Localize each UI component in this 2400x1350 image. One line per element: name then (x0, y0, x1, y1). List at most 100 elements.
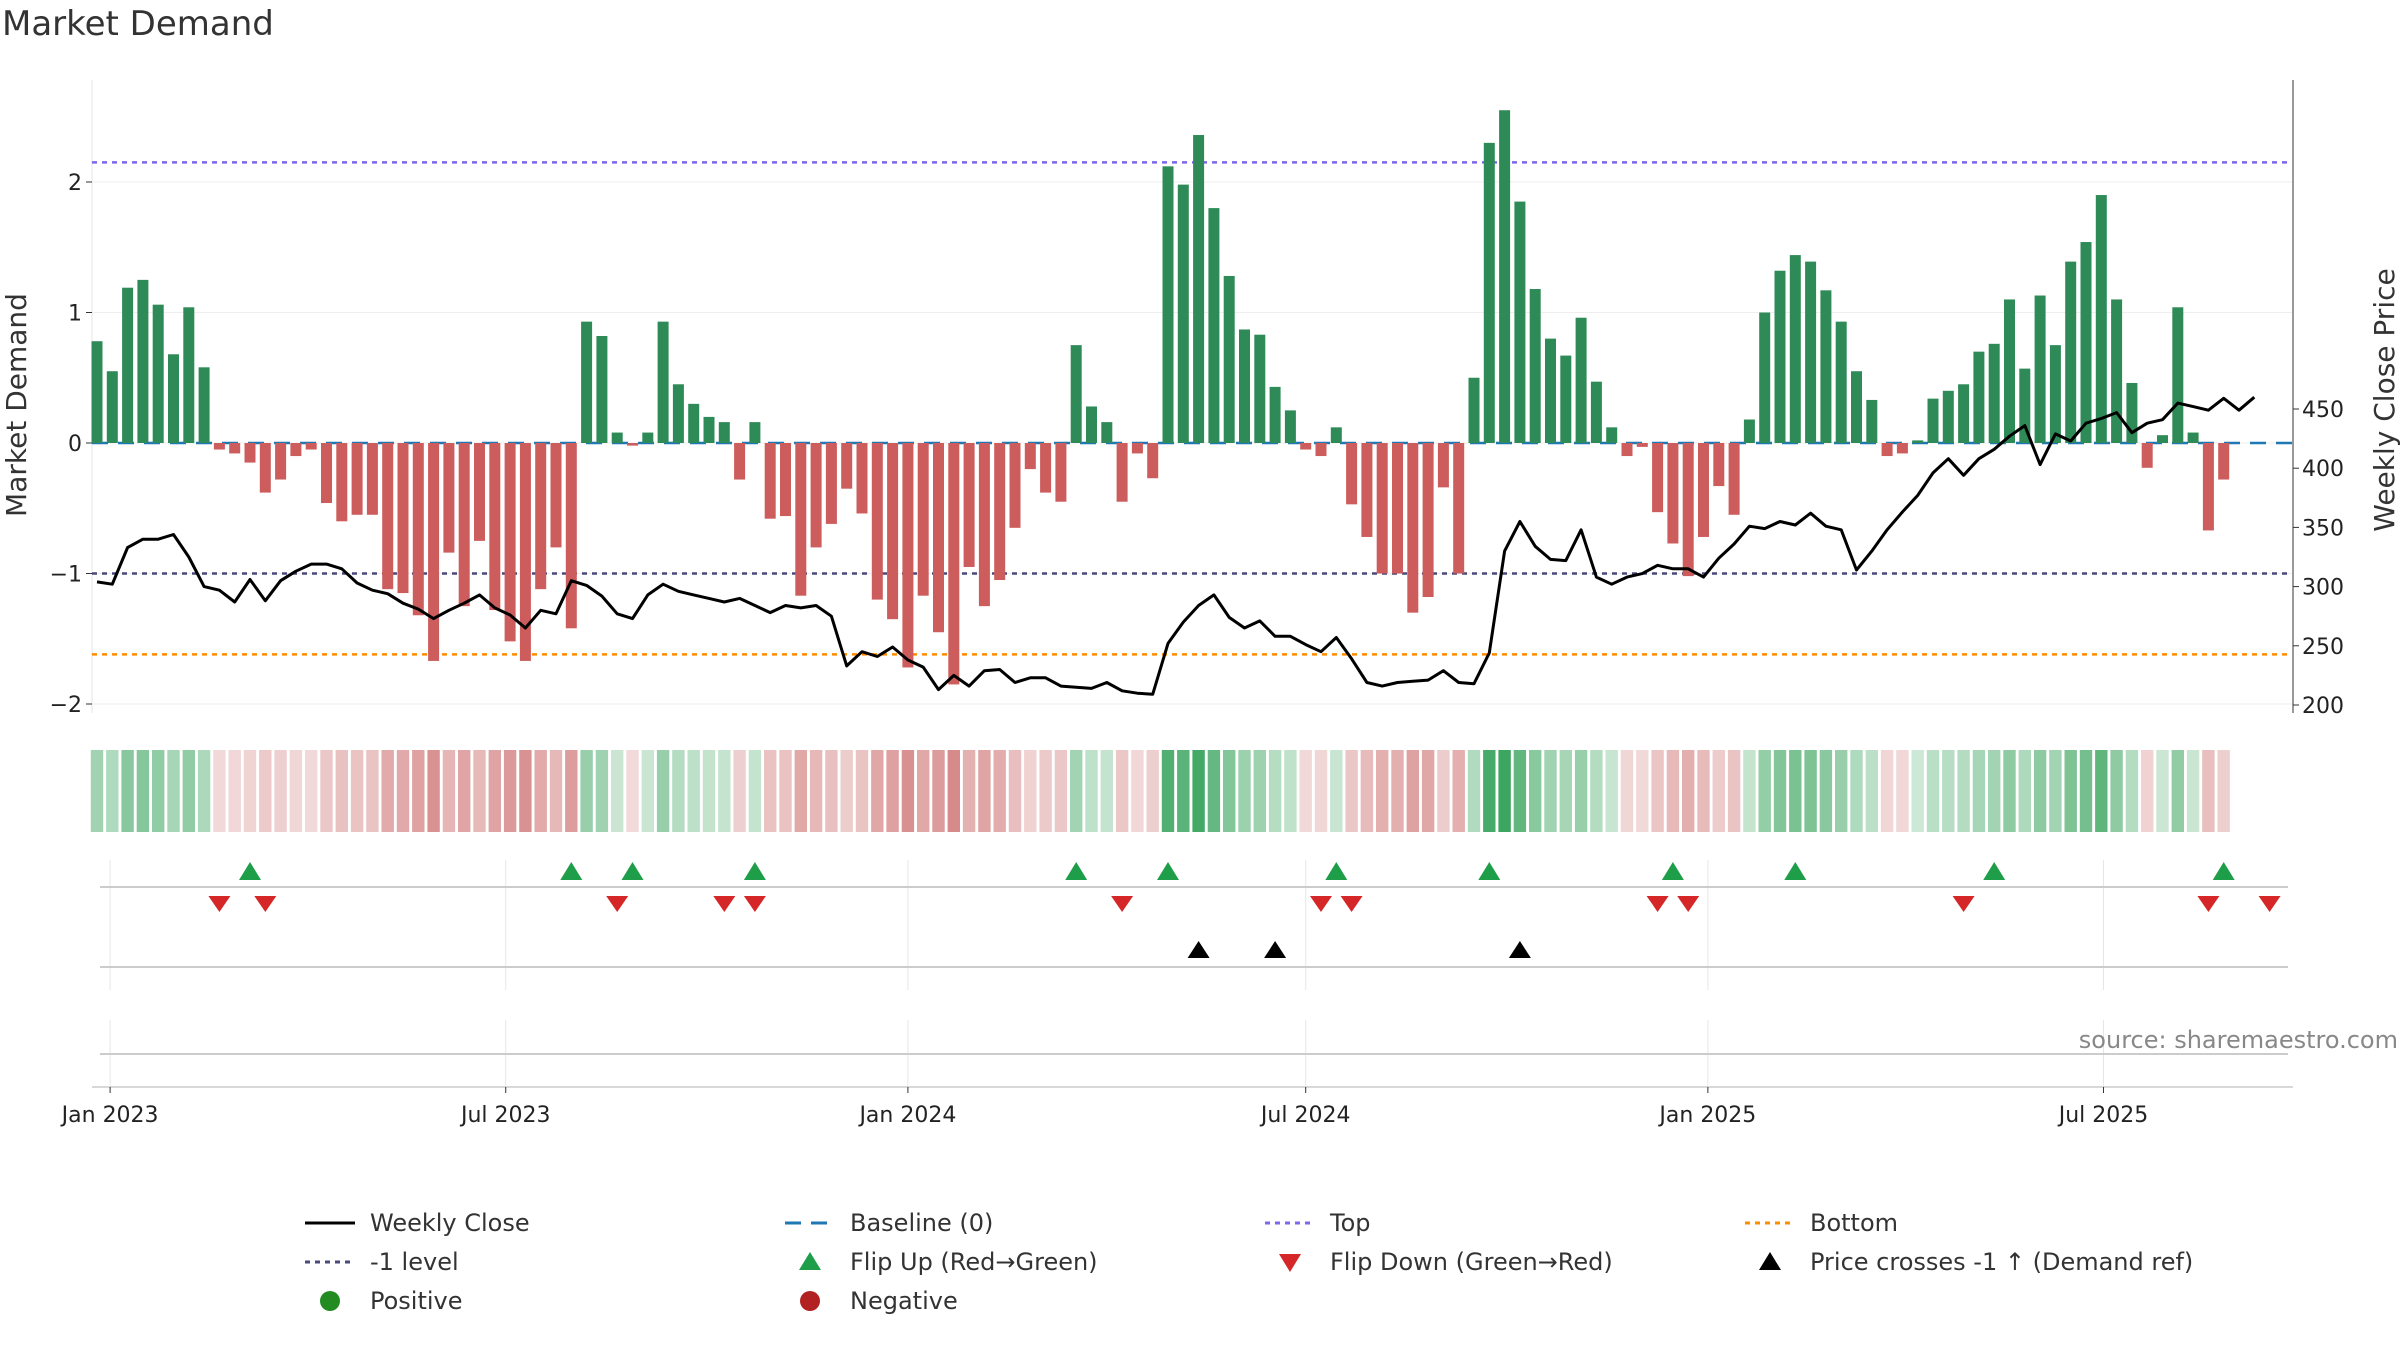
heat-cell (473, 750, 486, 832)
dot-purple-legend-symbol (1265, 1221, 1315, 1225)
heat-cell (1223, 750, 1236, 832)
flip-up-marker (1784, 862, 1807, 880)
demand-bar (1942, 390, 1954, 443)
y2-tick-label: 300 (2302, 576, 2344, 601)
heat-cell (1896, 750, 1909, 832)
heat-cell (871, 750, 884, 832)
legend-item: Baseline (0) (780, 1208, 993, 1238)
flip-down-marker (2258, 896, 2281, 912)
demand-bar (1070, 345, 1082, 443)
demand-bar (2004, 299, 2015, 443)
x-tick-label: Jul 2023 (459, 1103, 551, 1128)
heat-cell (1391, 750, 1404, 832)
flip-down-marker (743, 896, 766, 912)
heat-cell (381, 750, 394, 832)
legend-item: -1 level (300, 1247, 459, 1277)
legend: Weekly Close Baseline (0) Top Bottom -1 leve… (300, 1208, 2250, 1328)
demand-bar (1698, 443, 1709, 537)
demand-bar (1361, 443, 1373, 537)
heat-cell (1957, 750, 1970, 832)
demand-bar (2019, 368, 2031, 443)
demand-bar (1177, 184, 1189, 444)
demand-bar (1835, 321, 1847, 443)
demand-bar (1545, 338, 1556, 443)
demand-bar (2049, 345, 2061, 443)
heat-cell (764, 750, 777, 832)
demand-bar (213, 443, 225, 450)
heat-cell (503, 750, 517, 832)
demand-bar (948, 443, 960, 685)
demand-bar (168, 354, 179, 443)
heat-cell (1804, 750, 1817, 832)
heat-cell (2064, 750, 2077, 832)
legend-label: Bottom (1810, 1209, 1899, 1237)
x-tick-label: Jan 2023 (60, 1103, 159, 1128)
y-axis-title: Market Demand (0, 293, 33, 517)
tri-down-red-legend-symbol (1279, 1254, 1301, 1272)
flip-up-marker (1157, 862, 1179, 880)
demand-bar (1376, 443, 1388, 574)
y-tick-label: −2 (50, 693, 82, 718)
heat-cell (2110, 750, 2123, 832)
market-demand-chart: −2 −1 0 1 2 200 250 300 350 400 450 Jan 2023 Jul 2… (0, 80, 2400, 1128)
tri-up-green-legend-symbol (799, 1252, 821, 1270)
demand-bar (321, 443, 332, 504)
heat-cell (350, 750, 364, 832)
heat-cell (1483, 750, 1496, 832)
flip-up-marker (1065, 862, 1088, 880)
demand-bar (734, 443, 746, 480)
heat-cell (243, 750, 257, 832)
demand-bar (1590, 381, 1602, 443)
heat-cell (641, 750, 654, 832)
demand-bar (1147, 443, 1159, 479)
demand-bar (1437, 443, 1449, 488)
demand-bar (366, 443, 378, 515)
legend-label: Weekly Close (370, 1209, 530, 1237)
demand-bar (963, 443, 975, 567)
flip-up-marker (621, 862, 644, 880)
y2-tick-label: 450 (2302, 398, 2344, 423)
heat-cell (779, 750, 792, 832)
heat-cell (672, 750, 685, 832)
heat-cell (1024, 750, 1037, 832)
heat-cell (1620, 750, 1634, 832)
heat-cell (396, 750, 410, 832)
heat-cell (1192, 750, 1205, 832)
flip-down-marker (1952, 896, 1975, 912)
demand-bar (1881, 443, 1893, 457)
heat-cell (2018, 750, 2031, 832)
heat-cell (90, 750, 104, 832)
heat-cell (488, 750, 501, 832)
heat-cell (855, 750, 869, 832)
demand-bar (994, 443, 1006, 581)
heat-cell (932, 750, 945, 832)
heat-cell (1666, 750, 1680, 832)
heat-cell (1559, 750, 1572, 832)
demand-bar (2218, 443, 2230, 480)
demand-bar (290, 443, 302, 457)
demand-bar (489, 443, 501, 611)
weekly-close-line (96, 396, 2256, 696)
heat-cell (1039, 750, 1052, 832)
y-tick-label: 0 (68, 432, 82, 457)
heat-cell (2049, 750, 2062, 832)
y2-tick-label: 350 (2302, 516, 2344, 541)
demand-bar (1407, 443, 1419, 613)
tri-up-black-legend-symbol (1759, 1252, 1781, 1270)
demand-bar (550, 443, 562, 548)
flip-down-marker (1340, 896, 1363, 912)
heat-cell (656, 750, 670, 832)
heat-cell (2186, 750, 2200, 832)
demand-bar (657, 321, 669, 443)
demand-bar (122, 287, 134, 443)
chart-title: Market Demand (2, 4, 274, 44)
y2-tick-label: 200 (2302, 694, 2344, 719)
heat-cell (2095, 750, 2108, 832)
legend-item: Negative (780, 1286, 958, 1316)
demand-bar (1239, 329, 1250, 443)
demand-bar (917, 443, 929, 596)
heat-cell (840, 750, 853, 832)
flip-down-marker (2197, 896, 2220, 912)
heat-cell (1697, 750, 1710, 832)
flip-up-marker (1983, 862, 2006, 880)
